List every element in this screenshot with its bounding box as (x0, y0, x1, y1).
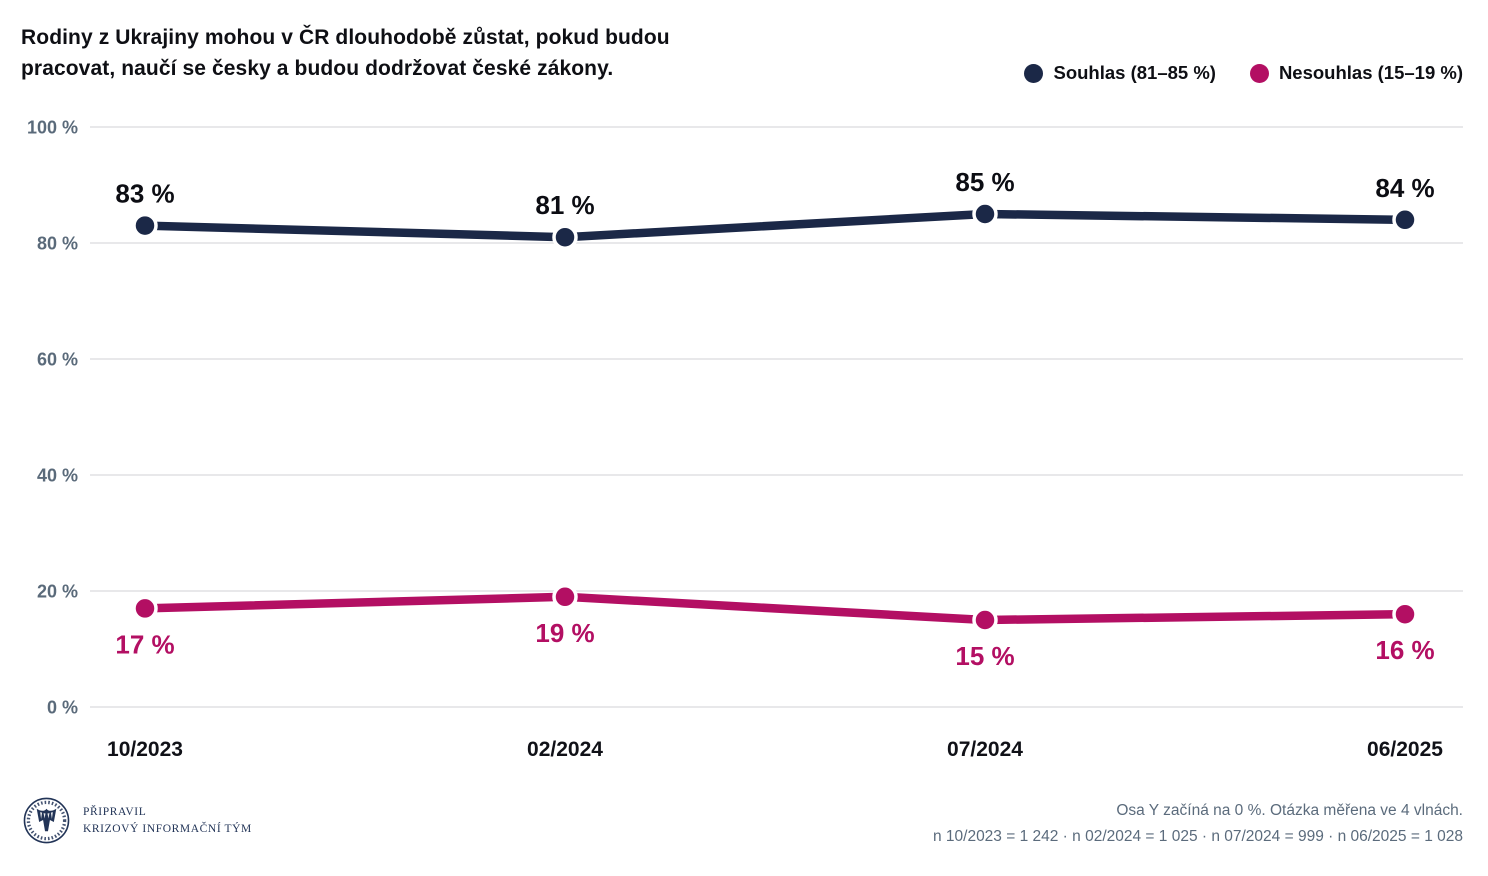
footer-brand-text: PŘIPRAVIL KRIZOVÝ INFORMAČNÍ TÝM (83, 804, 252, 838)
data-point (552, 224, 578, 250)
legend-dot-nesouhlas-icon (1249, 63, 1269, 83)
y-axis-tick-20: 20 % (37, 582, 78, 602)
legend: Souhlas (81–85 %) Nesouhlas (15–19 %) (1024, 62, 1463, 84)
data-point (1392, 601, 1418, 627)
footer-prepared-label: PŘIPRAVIL (83, 805, 147, 818)
legend-item-souhlas: Souhlas (81–85 %) (1024, 62, 1216, 84)
data-point (552, 584, 578, 610)
x-axis-tick-07/2024: 07/2024 (947, 738, 1023, 761)
data-point-label: 16 % (1375, 635, 1434, 665)
data-point (972, 201, 998, 227)
page-title: Rodiny z Ukrajiny mohou v ČR dlouhodobě … (21, 22, 701, 84)
legend-item-nesouhlas: Nesouhlas (15–19 %) (1249, 62, 1463, 84)
legend-label-nesouhlas: Nesouhlas (15–19 %) (1278, 62, 1463, 83)
data-point-label: 15 % (955, 641, 1014, 671)
data-point-label: 83 % (115, 179, 174, 209)
organization-seal-icon (23, 797, 70, 844)
x-axis-tick-10/2023: 10/2023 (107, 738, 183, 761)
chart-title-line-2: pracovat, naučí se česky a budou dodržov… (21, 57, 614, 80)
data-point (132, 595, 158, 622)
data-point-label: 81 % (535, 190, 594, 220)
footer-note-methodology: Osa Y začíná na 0 %. Otázka měřena ve 4 … (1116, 802, 1463, 819)
x-axis-tick-02/2024: 02/2024 (527, 738, 603, 761)
data-point-label: 19 % (535, 618, 594, 648)
y-axis-tick-100: 100 % (27, 118, 78, 138)
x-axis-tick-06/2025: 06/2025 (1367, 738, 1443, 761)
footer-team-label: KRIZOVÝ INFORMAČNÍ TÝM (83, 822, 252, 835)
series-line (140, 209, 1410, 242)
data-point (1392, 207, 1418, 233)
y-axis-tick-80: 80 % (37, 234, 78, 254)
footer-notes: Osa Y začíná na 0 %. Otázka měřena ve 4 … (933, 798, 1463, 850)
legend-label-souhlas: Souhlas (81–85 %) (1053, 62, 1216, 83)
data-point-label: 85 % (955, 167, 1014, 197)
data-point-label: 17 % (115, 629, 174, 659)
footer-brand: PŘIPRAVIL KRIZOVÝ INFORMAČNÍ TÝM (23, 797, 252, 844)
data-point (972, 607, 998, 633)
footer-note-sample-sizes: n 10/2023 = 1 242 · n 02/2024 = 1 025 · … (932, 828, 1463, 845)
y-axis-tick-0: 0 % (47, 698, 78, 718)
data-point-label: 84 % (1375, 173, 1434, 203)
y-axis-tick-40: 40 % (37, 466, 78, 486)
y-axis-tick-60: 60 % (37, 350, 78, 370)
chart-title-line-1: Rodiny z Ukrajiny mohou v ČR dlouhodobě … (21, 26, 670, 49)
series-line (140, 592, 1410, 625)
legend-dot-souhlas-icon (1024, 63, 1044, 83)
data-point (132, 212, 158, 239)
